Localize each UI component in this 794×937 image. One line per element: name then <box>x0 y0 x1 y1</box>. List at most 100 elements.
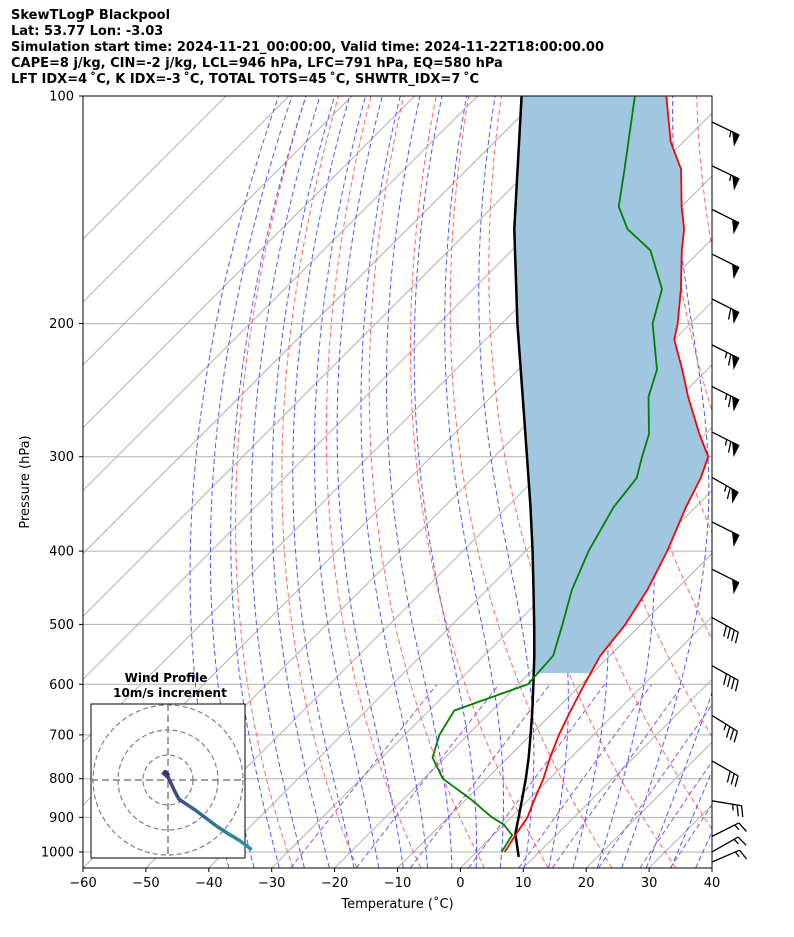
y-tick-label: 100 <box>49 90 74 105</box>
wind-barb <box>711 121 740 147</box>
moist-adiabat <box>360 96 429 868</box>
station-location: Lat: 53.77 Lon: -3.03 <box>11 24 164 39</box>
station-title: SkewTLogP Blackpool <box>11 8 171 23</box>
isotherm <box>711 867 712 868</box>
isotherm <box>83 96 604 618</box>
mixing-ratio-line <box>518 684 653 868</box>
wind-barb <box>711 208 740 235</box>
x-tick-label: 10 <box>515 876 532 891</box>
mixing-ratio-line <box>639 760 712 868</box>
x-tick-label: −50 <box>132 876 159 891</box>
y-tick-label: 400 <box>49 545 74 560</box>
y-tick-label: 200 <box>49 317 74 332</box>
moist-adiabat <box>230 96 307 868</box>
wind-barb <box>711 521 740 547</box>
mixing-ratio-line <box>468 684 606 868</box>
dry-adiabat <box>281 96 358 868</box>
mixing-ratio-line <box>551 684 684 868</box>
mixing-ratio-line <box>355 683 500 868</box>
temperature-line <box>503 96 710 853</box>
hodograph-segment <box>215 825 231 836</box>
moist-adiabat <box>336 96 404 868</box>
y-tick-label: 700 <box>49 728 74 743</box>
isotherm <box>397 552 712 868</box>
stability-indices-1: CAPE=8 j/kg, CIN=-2 j/kg, LCL=946 hPa, L… <box>11 56 503 71</box>
parcel-profile-line <box>513 96 536 858</box>
dry-adiabat <box>729 96 794 868</box>
moist-adiabat <box>189 96 280 868</box>
dry-adiabat <box>235 96 307 868</box>
wind-barb <box>711 568 740 595</box>
moist-adiabat <box>250 96 321 868</box>
moist-adiabat <box>670 769 712 868</box>
wind-barb <box>711 836 747 853</box>
mixing-ratio-line <box>409 683 551 868</box>
moist-adiabat <box>386 96 453 868</box>
wind-barb <box>711 822 747 837</box>
mixing-ratio-line <box>290 683 438 868</box>
wind-barb <box>711 714 739 743</box>
moist-adiabat <box>444 96 504 868</box>
wind-barb <box>711 800 744 818</box>
isotherm <box>83 96 478 492</box>
moist-adiabat <box>478 96 535 868</box>
dry-adiabat <box>696 96 712 251</box>
stability-indices-2: LFT IDX=4 ˚C, K IDX=-3 ˚C, TOTAL TOTS=45… <box>11 72 479 87</box>
hodograph-segment <box>237 838 253 851</box>
x-tick-label: 40 <box>704 876 721 891</box>
wind-barb <box>711 344 740 370</box>
isotherm <box>83 96 227 240</box>
wind-barb <box>711 849 748 863</box>
hodograph-inset: Wind Profile 10m/s increment <box>90 671 253 859</box>
isotherm <box>522 678 712 868</box>
wind-barb <box>711 476 739 504</box>
moist-adiabat <box>695 830 712 868</box>
y-tick-label: 900 <box>49 811 74 826</box>
moist-adiabat <box>292 96 355 868</box>
x-tick-label: −20 <box>321 876 348 891</box>
y-tick-label: 600 <box>49 678 74 693</box>
moist-adiabat <box>621 96 710 868</box>
cape-area <box>514 96 709 674</box>
moist-adiabat <box>314 96 380 868</box>
hodograph-segment <box>204 816 220 829</box>
mixing-ratio-line <box>597 703 712 868</box>
x-tick-label: 0 <box>456 876 464 891</box>
moist-adiabat <box>271 96 336 868</box>
x-axis-label: Temperature (˚C) <box>340 896 453 912</box>
moist-adiabat <box>745 96 794 868</box>
moist-adiabat <box>413 96 477 868</box>
moist-adiabat <box>209 96 293 868</box>
isotherm <box>83 96 353 366</box>
y-tick-label: 500 <box>49 618 74 633</box>
hodograph-segment <box>226 832 242 843</box>
dewpoint-line <box>431 96 663 853</box>
isotherm <box>460 615 712 868</box>
hodograph-segment <box>193 808 209 821</box>
isotherm <box>83 96 290 303</box>
y-tick-label: 800 <box>49 772 74 787</box>
x-tick-label: 20 <box>578 876 595 891</box>
wind-barb <box>711 616 739 644</box>
x-tick-label: −60 <box>69 876 96 891</box>
dry-adiabat <box>762 96 794 868</box>
hodograph-subtitle: 10m/s increment <box>113 686 227 700</box>
dry-adiabat <box>368 96 485 868</box>
isotherm <box>83 96 541 555</box>
wind-barb <box>711 431 740 458</box>
moist-adiabat <box>720 96 794 868</box>
wind-barb <box>711 253 740 280</box>
y-axis-label: Pressure (hPa) <box>18 435 33 528</box>
wind-barb <box>711 298 740 324</box>
dry-adiabat <box>449 96 613 868</box>
wind-barb <box>711 385 740 412</box>
x-tick-label: −30 <box>258 876 285 891</box>
isotherm <box>775 96 794 868</box>
isotherm <box>334 489 712 868</box>
wind-barb <box>711 665 739 692</box>
dry-adiabat <box>663 96 712 413</box>
isotherm <box>83 96 416 429</box>
wind-barb <box>711 760 739 787</box>
hodograph-title: Wind Profile <box>125 671 208 685</box>
